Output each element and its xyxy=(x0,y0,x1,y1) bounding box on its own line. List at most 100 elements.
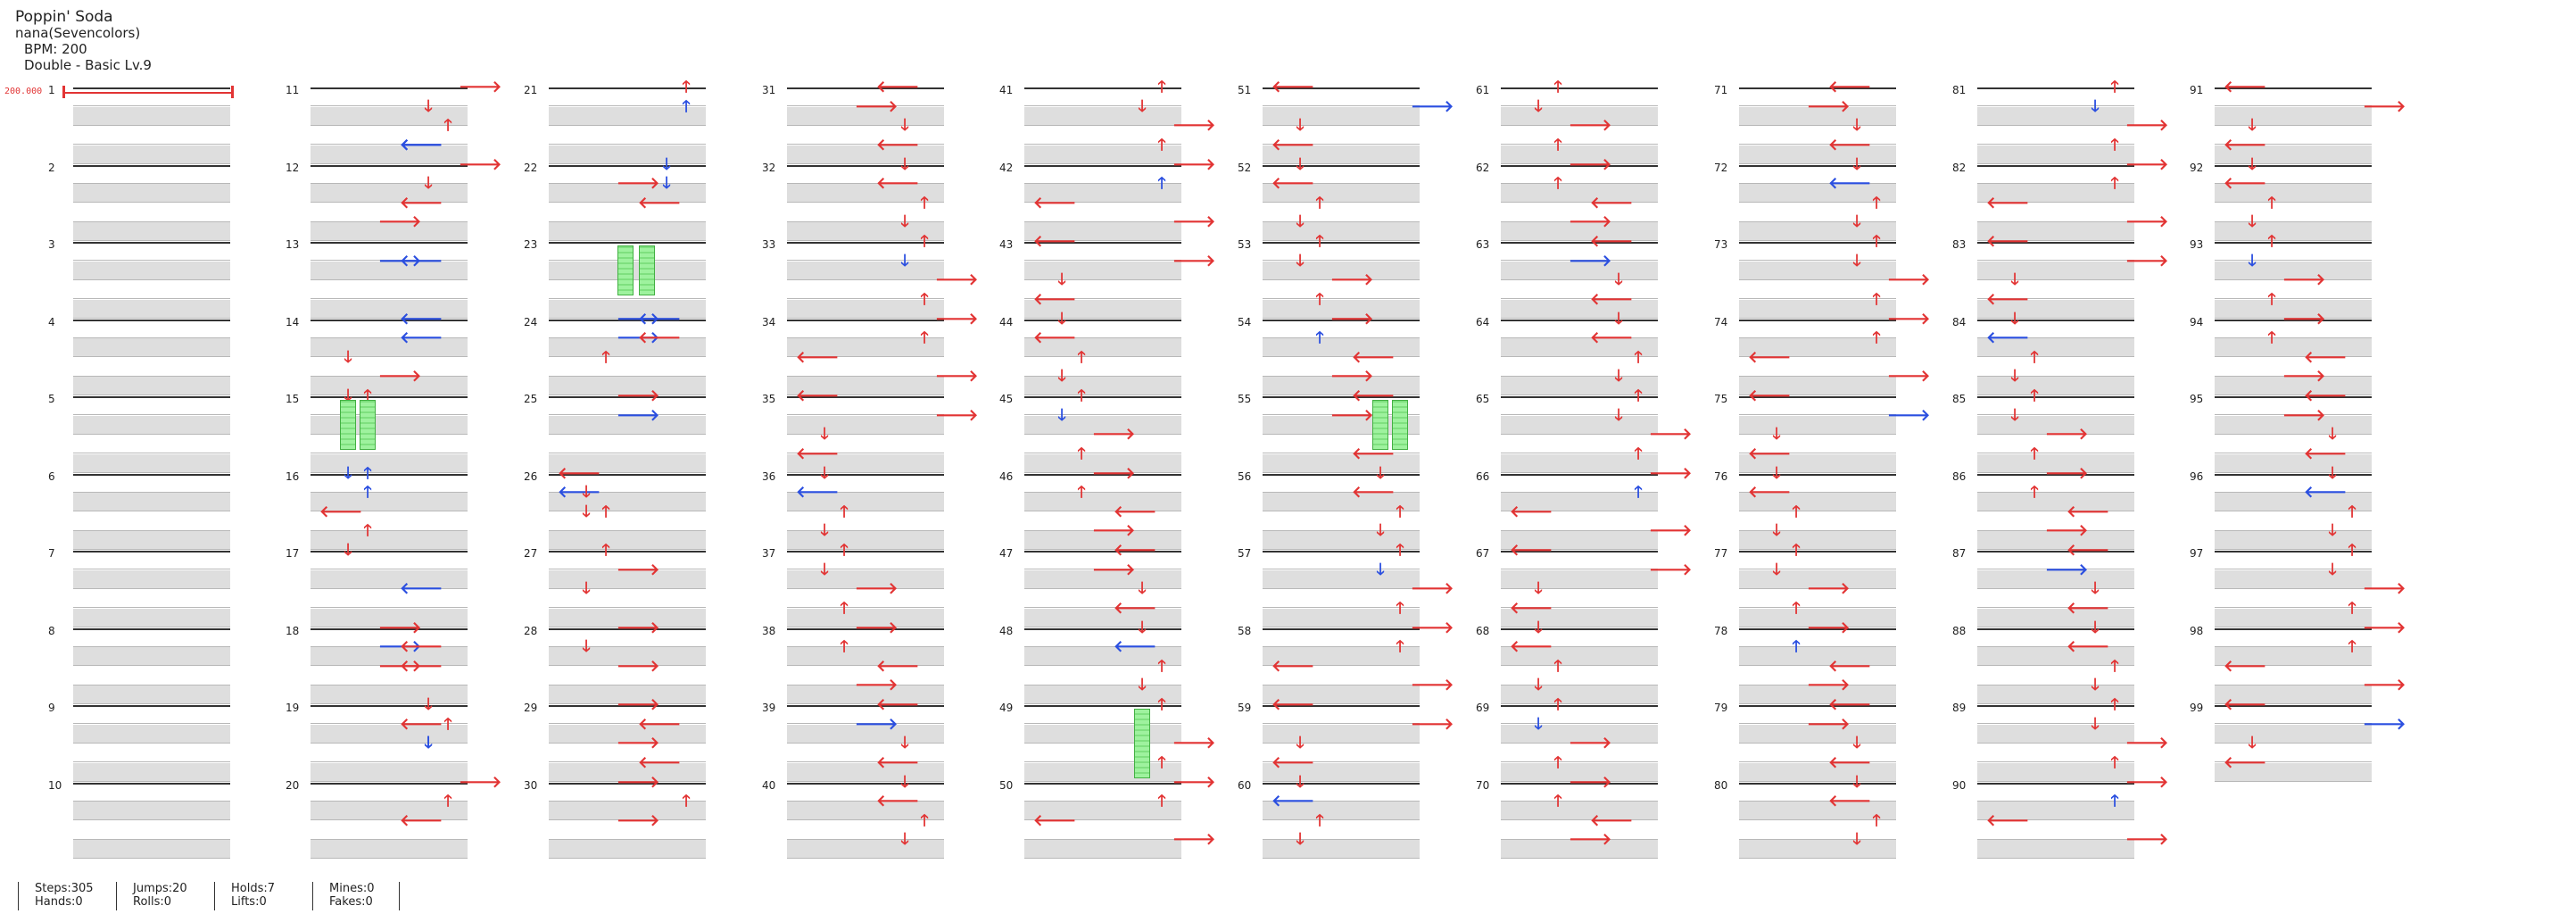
beat-row xyxy=(73,435,230,454)
step-arrow: 🡐 xyxy=(638,193,682,212)
measure-number: 29 xyxy=(524,702,538,714)
measure-number: 68 xyxy=(1476,624,1490,637)
beat-row xyxy=(1024,184,1181,204)
measure: 25 🡒🡒 xyxy=(524,387,706,473)
step-arrow: 🡑 xyxy=(601,502,610,521)
step-arrow: 🡓 xyxy=(344,386,352,405)
measure: 94🡒🡑🡐🡒 xyxy=(2190,310,2372,396)
step-arrow: 🡑 xyxy=(1872,810,1881,830)
beat-row xyxy=(2215,299,2372,319)
measure-number: 34 xyxy=(762,315,776,328)
measure: 65 🡑 🡓 🡒 🡑 xyxy=(1476,387,1692,473)
beat-row xyxy=(1501,164,1658,184)
measure: 77 🡑 🡓 🡒 🡑 xyxy=(1714,542,1896,627)
measure: 32🡓🡐🡑🡓 xyxy=(762,155,944,242)
step-arrow: 🡐 xyxy=(1271,136,1314,154)
beat-row xyxy=(549,106,706,126)
step-arrow: 🡐 xyxy=(638,753,681,772)
beat-row xyxy=(549,608,706,627)
beat-row xyxy=(1501,782,1658,802)
measure-number: 5 xyxy=(48,393,55,405)
measure-number: 33 xyxy=(762,238,776,251)
beat-row xyxy=(787,667,944,686)
stat-group: Mines:0 Fakes:0 xyxy=(312,882,400,910)
beat-row xyxy=(1024,744,1181,763)
measure: 6 xyxy=(48,470,230,551)
step-arrow: 🡒 xyxy=(2363,579,2406,599)
step-arrow: 🡓 xyxy=(2091,579,2100,599)
beat-row xyxy=(549,762,706,782)
step-arrow: 🡓 xyxy=(1296,734,1305,753)
step-arrow: 🡑 xyxy=(1396,502,1404,521)
beat-row xyxy=(1501,338,1658,358)
beat-row xyxy=(311,164,468,184)
bpm-tick-right xyxy=(231,86,234,98)
beat-row xyxy=(1501,473,1658,493)
step-arrow: 🡐 xyxy=(1590,329,1633,347)
measure-number: 13 xyxy=(286,238,300,251)
step-arrow: 🡒 xyxy=(1887,309,1931,328)
step-arrow: 🡓 xyxy=(1614,367,1623,386)
step-arrow: 🡑 xyxy=(1077,444,1086,463)
beat-row xyxy=(311,126,468,145)
measure-number: 95 xyxy=(2190,393,2204,405)
beat-row xyxy=(73,531,230,551)
step-arrow: 🡑 xyxy=(2348,541,2357,560)
beat-row xyxy=(1739,106,1896,126)
beat-row xyxy=(1977,164,2134,184)
beat-row xyxy=(1024,358,1181,377)
step-arrow: 🡐 xyxy=(876,793,919,810)
beat-row xyxy=(1263,627,1420,647)
step-arrow: 🡐 xyxy=(1271,78,1315,96)
beat-row xyxy=(2215,261,2372,280)
beat-row xyxy=(549,821,706,840)
beat-row xyxy=(311,531,468,551)
beat-row xyxy=(1501,453,1658,473)
measure-number: 27 xyxy=(524,547,538,560)
beat-row xyxy=(1977,802,2134,821)
step-arrow: 🡒 xyxy=(1807,677,1850,694)
step-arrow: 🡑 xyxy=(1792,502,1801,521)
beat-row xyxy=(1977,184,2134,204)
measure: 96🡓🡐🡑🡓 xyxy=(2190,464,2372,551)
beat-row xyxy=(549,551,706,569)
step-arrow: 🡓 xyxy=(344,347,352,367)
measure: 48🡓🡐🡑🡓 xyxy=(999,619,1181,705)
beat-row xyxy=(787,106,944,126)
step-arrow: 🡒 xyxy=(1649,560,1693,579)
measure-number: 31 xyxy=(762,84,776,96)
step-arrow: 🡓 xyxy=(2010,405,2019,425)
beat-row xyxy=(1263,762,1420,782)
measure-number: 83 xyxy=(1952,238,1967,251)
measure-number: 41 xyxy=(999,84,1014,96)
beat-row xyxy=(2215,453,2372,473)
measure: 31🡐🡒🡓🡐 xyxy=(762,79,944,164)
hold-note xyxy=(617,245,634,295)
beat-row xyxy=(1739,840,1896,860)
beat-row xyxy=(549,512,706,531)
step-arrow: 🡒 xyxy=(2125,154,2169,174)
step-arrow: 🡒 xyxy=(1092,522,1135,540)
beat-row xyxy=(2215,589,2372,609)
beat-row xyxy=(2215,280,2372,300)
step-arrow: 🡒 xyxy=(2282,270,2326,290)
beat-row xyxy=(73,204,230,222)
beat-row xyxy=(1024,569,1181,589)
measure-number: 35 xyxy=(762,393,776,405)
step-arrow: 🡐 xyxy=(558,463,601,483)
step-arrow: 🡑 xyxy=(1315,810,1324,830)
measure: 10 xyxy=(48,779,230,860)
beat-row xyxy=(311,686,468,705)
beat-row xyxy=(2215,319,2372,338)
measure-number: 18 xyxy=(286,624,300,637)
step-arrow: 🡓 xyxy=(2248,734,2257,753)
step-arrow: 🡑 xyxy=(1553,78,1562,96)
step-arrow: 🡑 xyxy=(920,810,929,830)
beat-row xyxy=(2215,126,2372,145)
measure-number: 81 xyxy=(1952,84,1967,96)
beat-row xyxy=(1739,473,1896,493)
measure-number: 45 xyxy=(999,393,1014,405)
step-arrow: 🡓 xyxy=(2010,309,2019,328)
step-arrow: 🡓 xyxy=(582,637,591,657)
step-arrow: 🡓 xyxy=(1296,251,1305,270)
